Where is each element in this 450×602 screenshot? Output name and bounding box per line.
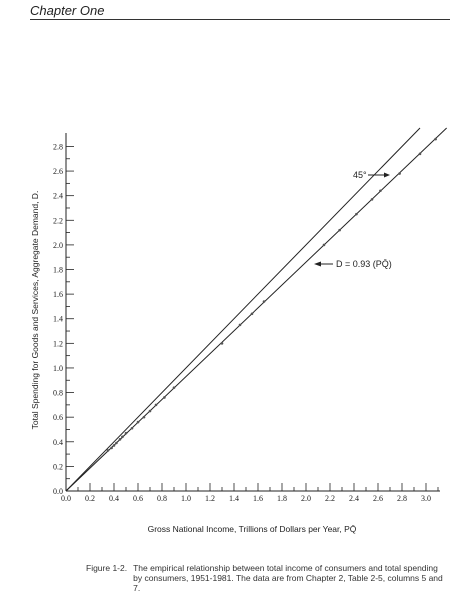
x-tick-label: 2.6 <box>373 494 383 503</box>
data-point <box>136 420 140 424</box>
chart-points <box>106 137 437 452</box>
y-tick-label: 0.4 <box>53 438 63 447</box>
data-point <box>110 446 113 450</box>
data-point <box>121 435 124 439</box>
figure-caption-text: The empirical relationship between total… <box>133 563 443 593</box>
x-tick-label: 1.4 <box>229 494 239 503</box>
chart-lines <box>65 127 447 492</box>
x-tick-label: 1.2 <box>205 494 215 503</box>
x-tick-label: 3.0 <box>421 494 431 503</box>
data-point <box>398 172 401 175</box>
y-tick-label: 2.6 <box>53 167 63 176</box>
data-point <box>338 228 341 232</box>
y-axis-label: Total Spending for Goods and Services, A… <box>30 191 40 430</box>
y-tick-label: 1.6 <box>53 290 63 299</box>
data-point <box>434 137 437 141</box>
y-tick-label: 2.2 <box>53 216 63 225</box>
data-point <box>142 415 146 419</box>
y-tick-label: 2.0 <box>53 241 63 250</box>
x-tick-label: 1.0 <box>181 494 191 503</box>
data-point <box>112 444 116 447</box>
chart-annotations: 45° D = 0.93 (PQ̄) <box>314 170 392 269</box>
y-tick-label: 0.6 <box>53 413 63 422</box>
data-point <box>106 449 110 452</box>
x-tick-label: 0.6 <box>133 494 143 503</box>
y-tick-label: 1.0 <box>53 364 63 373</box>
x-tick-label: 0.0 <box>61 494 71 503</box>
data-point <box>148 409 152 413</box>
header-rule <box>30 19 450 20</box>
chapter-header: Chapter One <box>30 3 105 18</box>
x-tick-label: 1.6 <box>253 494 263 503</box>
annotation-45-degree: 45° <box>353 170 367 180</box>
forty-five-degree-line <box>65 127 421 492</box>
x-tick-label: 2.0 <box>301 494 311 503</box>
y-tick-label: 1.8 <box>53 266 63 275</box>
data-point <box>250 312 254 316</box>
y-tick-label: 0.8 <box>53 389 63 398</box>
x-tick-label: 0.4 <box>109 494 119 503</box>
data-point <box>322 243 326 247</box>
x-axis-label: Gross National Income, Trillions of Doll… <box>148 524 357 534</box>
x-tick-label: 0.2 <box>85 494 95 503</box>
chart-ticks: 0.0 0.2 0.4 0.6 0.8 1.0 1.2 1.4 1.6 1.8 2.0 2.2 2.4 2… <box>53 142 439 503</box>
data-point <box>154 403 158 407</box>
annotation-fit-equation: D = 0.93 (PQ̄) <box>336 259 392 269</box>
data-point <box>262 300 266 303</box>
data-point <box>115 441 118 445</box>
data-point <box>370 198 374 201</box>
data-point <box>379 189 382 193</box>
y-tick-label: 0.0 <box>53 487 63 496</box>
data-point <box>418 152 422 156</box>
x-tick-label: 2.4 <box>349 494 359 503</box>
x-tick-label: 2.8 <box>397 494 407 503</box>
figure-label: Figure 1-2. <box>86 563 128 573</box>
scatter-chart: 0.0 0.2 0.4 0.6 0.8 1.0 1.2 1.4 1.6 1.8 2.0 2.2 2.4 2… <box>30 127 447 534</box>
data-point <box>355 212 358 216</box>
x-tick-label: 2.2 <box>325 494 335 503</box>
data-point <box>130 426 134 430</box>
y-tick-label: 1.4 <box>53 315 63 324</box>
y-tick-label: 2.8 <box>53 142 63 151</box>
data-point <box>172 386 176 389</box>
data-point <box>124 431 128 435</box>
y-tick-label: 2.4 <box>53 192 63 201</box>
data-point <box>118 438 122 441</box>
y-tick-label: 1.2 <box>53 339 63 348</box>
annotation-fit-arrowhead <box>314 261 321 267</box>
x-tick-label: 0.8 <box>157 494 167 503</box>
data-point <box>163 396 166 399</box>
annotation-45-arrowhead <box>384 172 390 178</box>
y-tick-label: 0.2 <box>53 462 63 471</box>
x-tick-label: 1.8 <box>277 494 287 503</box>
data-point <box>238 323 242 327</box>
fit-line <box>65 127 447 492</box>
data-point <box>220 342 224 345</box>
figure-caption: Figure 1-2. The empirical relationship b… <box>86 563 446 593</box>
